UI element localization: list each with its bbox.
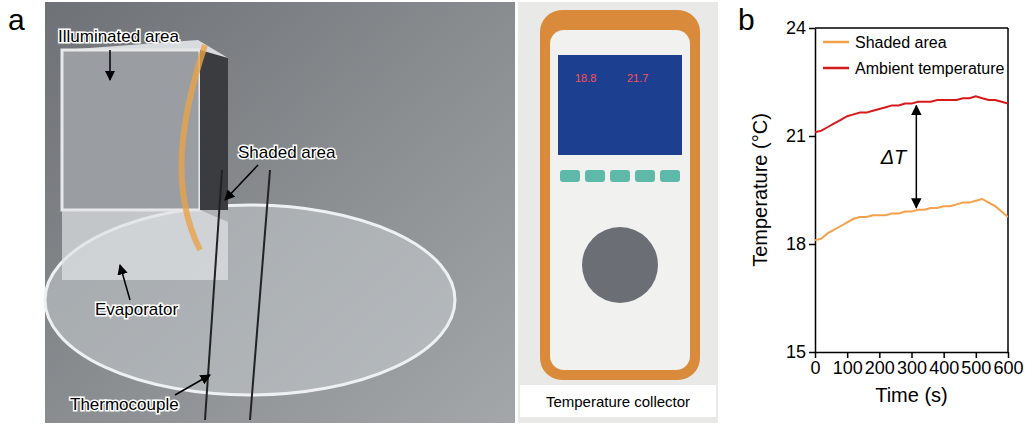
photo-background — [518, 2, 718, 423]
legend-swatch — [823, 41, 849, 44]
tick-label: 400 — [929, 358, 959, 378]
tick: 100 — [833, 352, 863, 378]
photo-label: Illuminated area — [58, 27, 180, 46]
tick: 200 — [865, 352, 895, 378]
plot-lines — [815, 96, 1008, 240]
photo-background — [45, 2, 515, 423]
x-axis-title: Time (s) — [875, 384, 948, 406]
tick-label: 21 — [786, 126, 806, 146]
device-button — [560, 170, 580, 182]
shaded-side — [200, 50, 228, 222]
photo-label: Evaporator — [95, 300, 178, 319]
tick: 300 — [897, 352, 927, 378]
panel-letter: a — [8, 3, 25, 36]
tick: 0 — [810, 352, 820, 378]
plot-frame — [1007, 28, 1009, 352]
tick: 15 — [786, 342, 815, 362]
evaporator-base — [62, 210, 228, 280]
tick: 18 — [786, 234, 815, 254]
label-arrow — [175, 375, 210, 395]
legend-item: Ambient temperature — [823, 60, 1005, 77]
y-axis-title: Temperature (°C) — [749, 113, 771, 267]
label-arrow — [120, 265, 130, 300]
tick-label: 100 — [833, 358, 863, 378]
tick-mark — [809, 352, 815, 354]
legend-label: Ambient temperature — [855, 60, 1005, 77]
chart-panel: b 0 100200300400500600 15 18 21 24 Time (s) Temp… — [738, 3, 1024, 406]
plot-frame — [815, 27, 1008, 29]
petri-dish — [45, 205, 455, 395]
tick-label: 500 — [961, 358, 991, 378]
inset-label: Temperature collector — [546, 393, 690, 410]
figure: a Illuminated area Shaded area Evaporator Th… — [0, 0, 1035, 425]
tick-label: 15 — [786, 342, 806, 362]
photo-label: Thermocouple — [70, 395, 179, 414]
y-axis-line — [815, 29, 817, 353]
series-line — [815, 199, 1008, 240]
tick-label: 600 — [993, 358, 1023, 378]
illuminated-surface — [62, 50, 200, 210]
tick-label: 24 — [786, 18, 806, 38]
device-button — [660, 170, 680, 182]
annotation-label: ΔT — [880, 146, 908, 168]
tick-label: 200 — [865, 358, 895, 378]
label-arrow — [109, 50, 111, 80]
device-screen — [558, 55, 682, 155]
device-dpad — [582, 227, 658, 303]
legend: Shaded area Ambient temperature — [823, 34, 1005, 77]
light-reflection — [181, 45, 205, 250]
tick-mark — [809, 244, 815, 246]
series-line — [815, 96, 1008, 132]
tick: 24 — [786, 18, 815, 38]
tick-label: 0 — [810, 358, 820, 378]
screen-reading: 21.7 — [627, 72, 648, 84]
screen-reading: 18.8 — [575, 72, 596, 84]
tick-label: 18 — [786, 234, 806, 254]
tick: 21 — [786, 126, 815, 146]
legend-item: Shaded area — [823, 34, 947, 51]
device-button — [585, 170, 605, 182]
tick-mark — [809, 28, 815, 30]
photo-panel: a Illuminated area Shaded area Evaporator Th… — [8, 2, 718, 423]
annotation-arrow — [916, 106, 918, 208]
y-axis: 15 18 21 24 — [786, 18, 816, 362]
thermocouple-wire — [250, 170, 270, 420]
thermocouple-wire — [205, 170, 222, 420]
photo-label: Shaded area — [238, 143, 336, 162]
device-body — [540, 10, 700, 380]
tick-label: 300 — [897, 358, 927, 378]
tick: 400 — [929, 352, 959, 378]
legend-label: Shaded area — [855, 34, 947, 51]
tick: 500 — [961, 352, 991, 378]
tick: 600 — [993, 352, 1023, 378]
x-axis: 0 100200300400500600 — [810, 352, 1023, 378]
device-button — [610, 170, 630, 182]
label-arrow — [225, 165, 258, 200]
inset-label-box — [520, 385, 716, 417]
legend-swatch — [823, 67, 849, 70]
tick-mark — [809, 136, 815, 138]
device-face — [550, 30, 690, 370]
panel-letter: b — [738, 3, 755, 36]
device-button — [635, 170, 655, 182]
